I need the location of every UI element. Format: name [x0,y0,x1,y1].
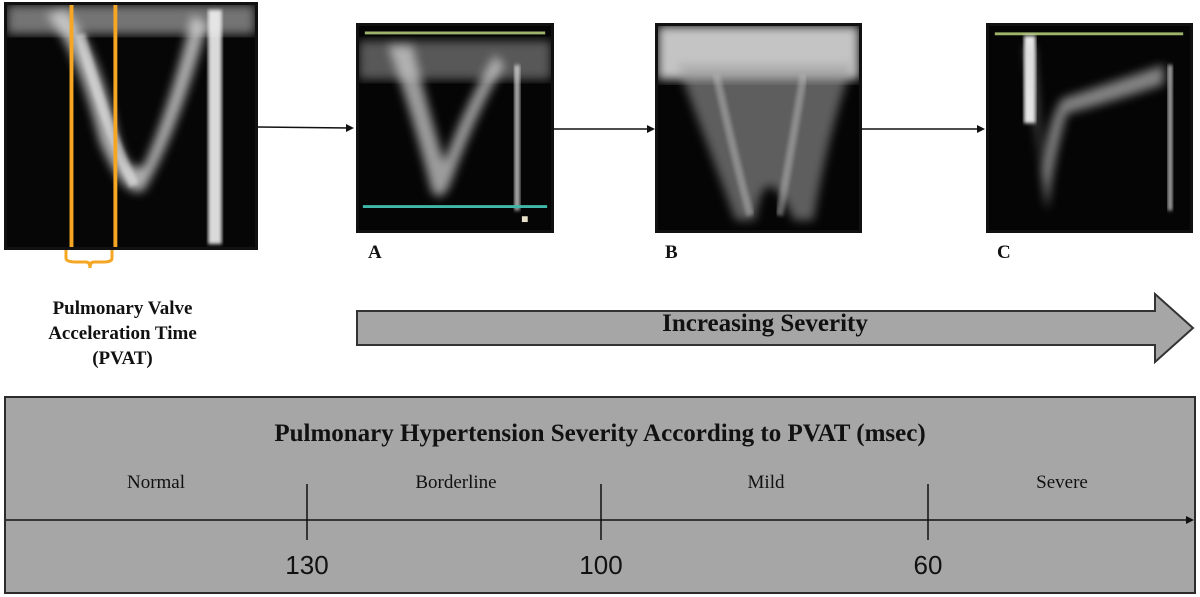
scale-title: Pulmonary Hypertension Severity Accordin… [274,420,926,447]
doppler-panel-b [655,23,862,233]
category-normal: Normal [126,472,186,493]
pvat-doppler-panel [4,2,258,250]
panel-label-c: C [997,242,1011,263]
arrowhead-to-b [647,125,655,133]
pvat-brace [64,250,114,269]
pvat-caption-line2: Acceleration Time [48,323,197,344]
pvat-caption: Pulmonary Valve Acceleration Time (PVAT) [10,296,235,371]
tick-label-130: 130 [285,550,329,580]
tick-label-100: 100 [579,550,623,580]
doppler-image-c [989,26,1190,230]
increasing-severity-label: Increasing Severity [662,310,868,337]
arrowhead-to-c [977,125,985,133]
scale-axis [6,484,1194,540]
pvat-caption-line1: Pulmonary Valve [52,298,193,319]
category-mild: Mild [747,472,785,493]
doppler-panel-c [986,23,1193,233]
panel-label-b: B [665,242,678,263]
doppler-image-b [658,26,859,230]
pvat-severity-scale: Pulmonary Hypertension Severity Accordin… [4,396,1196,594]
arrow-line-to-a [257,126,351,129]
category-severe: Severe [1036,472,1088,493]
doppler-panel-a [356,23,554,233]
increasing-severity-arrow [356,292,1195,364]
pvat-caption-line3: (PVAT) [92,348,153,369]
category-borderline: Borderline [415,472,497,493]
scale-axis-arrowhead [1186,516,1194,524]
arrowhead-to-a [346,124,354,132]
panel-label-a: A [368,242,382,263]
doppler-image-a [359,26,551,230]
pvat-doppler-image [7,5,255,247]
tick-label-60: 60 [913,550,943,580]
